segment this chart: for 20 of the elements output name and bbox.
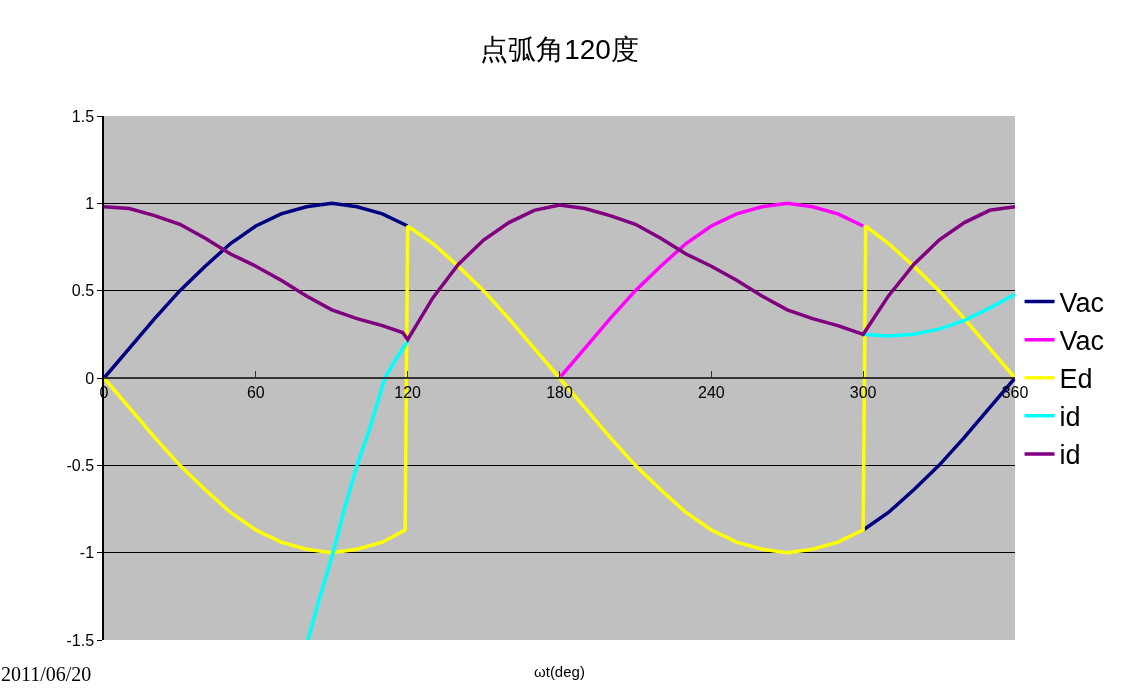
y-tick-label: 0 bbox=[85, 369, 95, 387]
x-tick-label: 240 bbox=[697, 383, 725, 401]
y-tick-label: 1.5 bbox=[71, 107, 95, 125]
x-tick-label: 60 bbox=[246, 383, 265, 401]
legend-label: Vac bbox=[1059, 326, 1105, 357]
y-tick-label: -1.5 bbox=[66, 631, 95, 649]
x-tick-label: 180 bbox=[546, 383, 573, 401]
y-tick-label: -0.5 bbox=[66, 456, 95, 474]
line-series bbox=[557, 201, 865, 380]
legend-label: Ed bbox=[1059, 364, 1093, 395]
y-tick-label: 1 bbox=[85, 194, 95, 212]
chart-title: 点弧角120度 bbox=[480, 33, 639, 65]
x-tick-label: 360 bbox=[1001, 383, 1029, 401]
legend-label: id bbox=[1059, 440, 1081, 471]
text: 2011/06/20 bbox=[1, 663, 92, 685]
y-tick-label: -1 bbox=[79, 544, 95, 562]
legend-label: id bbox=[1059, 402, 1081, 433]
x-axis-title: ωt(deg) bbox=[534, 663, 585, 680]
legend-label: Vac bbox=[1059, 288, 1105, 319]
y-tick-label: 0.5 bbox=[71, 282, 95, 300]
